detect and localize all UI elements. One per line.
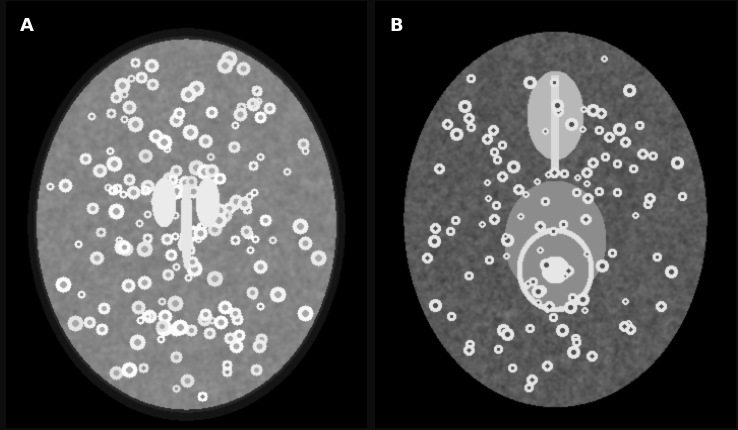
Text: B: B (390, 17, 403, 35)
Text: A: A (21, 17, 34, 35)
